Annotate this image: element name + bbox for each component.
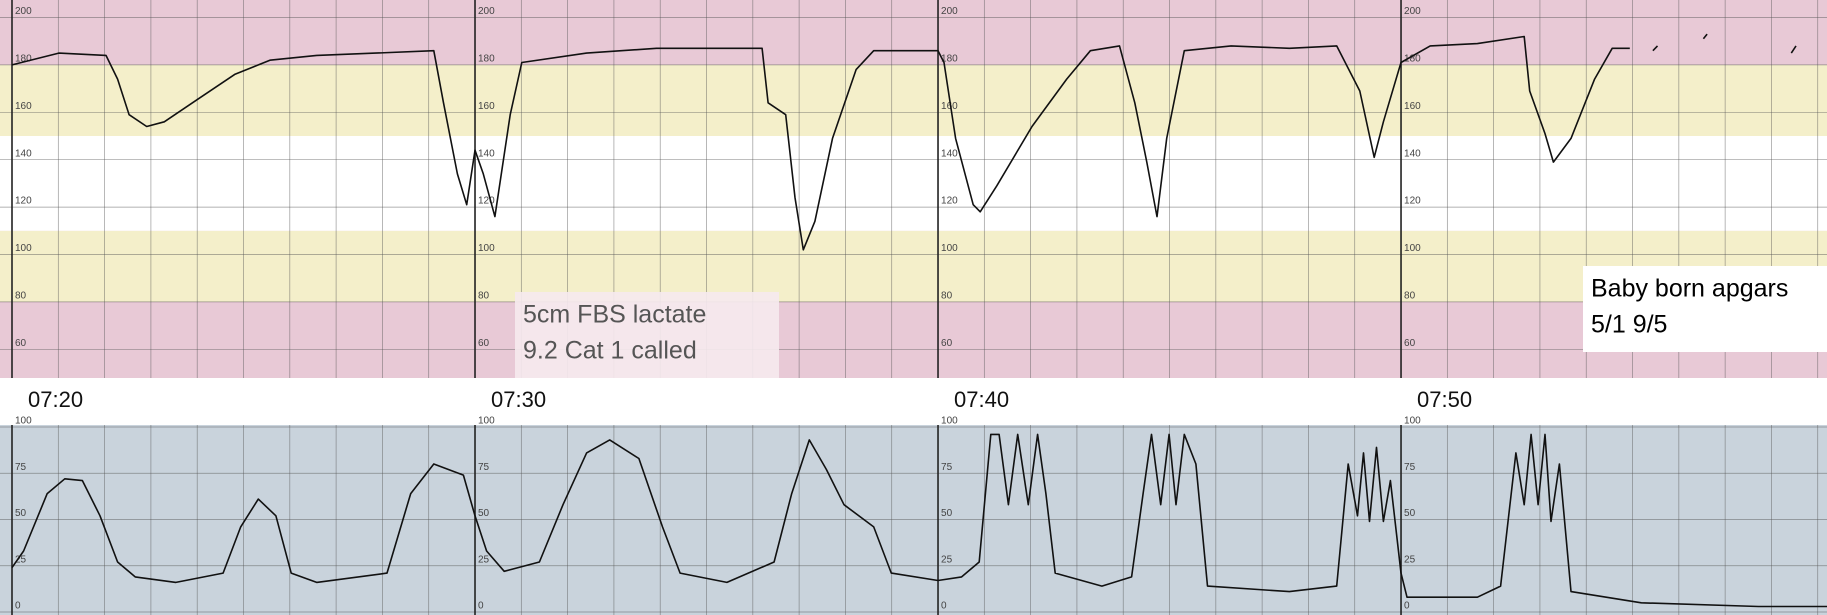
y-tick-label: 75 <box>941 462 953 473</box>
x-tick-label: 07:50 <box>1417 387 1472 412</box>
y-tick-label: 180 <box>478 54 495 65</box>
y-tick-label: 200 <box>941 6 958 17</box>
trace-line <box>11 33 1797 251</box>
y-tick-label: 120 <box>1404 196 1421 207</box>
y-tick-label: 120 <box>15 196 32 207</box>
y-tick-label: 80 <box>478 291 490 302</box>
y-tick-label: 140 <box>941 148 958 159</box>
y-tick-label: 140 <box>1404 148 1421 159</box>
y-tick-label: 50 <box>478 508 490 519</box>
y-tick-label: 0 <box>15 601 21 612</box>
y-tick-label: 200 <box>1404 6 1421 17</box>
x-tick-label: 07:30 <box>491 387 546 412</box>
y-tick-label: 80 <box>1404 291 1416 302</box>
y-tick-label: 100 <box>478 243 495 254</box>
trace-line <box>11 433 1827 608</box>
time-strip <box>0 378 1827 425</box>
y-tick-label: 60 <box>478 338 490 349</box>
y-tick-label: 100 <box>941 243 958 254</box>
annotation-text: 9.2 Cat 1 called <box>523 337 697 365</box>
y-tick-label: 0 <box>1404 601 1410 612</box>
annotation-box <box>1583 266 1827 352</box>
y-tick-label: 180 <box>15 54 32 65</box>
annotation-text: 5/1 9/5 <box>1591 311 1667 339</box>
y-tick-label: 50 <box>15 508 27 519</box>
y-tick-label: 100 <box>15 243 32 254</box>
y-tick-label: 60 <box>1404 338 1416 349</box>
y-tick-label: 100 <box>1404 243 1421 254</box>
y-tick-label: 160 <box>15 101 32 112</box>
x-tick-label: 07:40 <box>954 387 1009 412</box>
y-tick-label: 100 <box>1404 416 1421 427</box>
y-tick-label: 160 <box>478 101 495 112</box>
y-tick-label: 160 <box>1404 101 1421 112</box>
zone-band <box>0 230 1827 302</box>
zone-band <box>0 64 1827 136</box>
y-tick-label: 140 <box>15 148 32 159</box>
y-tick-label: 0 <box>941 601 947 612</box>
y-tick-label: 25 <box>1404 554 1416 565</box>
y-tick-label: 80 <box>941 291 953 302</box>
y-tick-label: 75 <box>1404 462 1416 473</box>
y-tick-label: 140 <box>478 148 495 159</box>
y-tick-label: 180 <box>941 54 958 65</box>
annotation-text: 5cm FBS lactate <box>523 301 706 329</box>
y-tick-label: 60 <box>15 338 27 349</box>
y-tick-label: 75 <box>478 462 490 473</box>
annotation-text: Baby born apgars <box>1591 275 1788 303</box>
y-tick-label: 200 <box>15 6 32 17</box>
y-tick-label: 100 <box>941 416 958 427</box>
y-tick-label: 60 <box>941 338 953 349</box>
y-tick-label: 75 <box>15 462 27 473</box>
y-tick-label: 120 <box>941 196 958 207</box>
y-tick-label: 25 <box>478 554 490 565</box>
y-tick-label: 180 <box>1404 54 1421 65</box>
y-tick-label: 100 <box>15 416 32 427</box>
y-tick-label: 50 <box>1404 508 1416 519</box>
y-tick-label: 0 <box>478 601 484 612</box>
y-tick-label: 50 <box>941 508 953 519</box>
zone-band <box>0 136 1827 231</box>
y-tick-label: 25 <box>15 554 27 565</box>
x-tick-label: 07:20 <box>28 387 83 412</box>
y-tick-label: 200 <box>478 6 495 17</box>
annotation-box <box>515 292 779 378</box>
y-tick-label: 160 <box>941 101 958 112</box>
y-tick-label: 25 <box>941 554 953 565</box>
panel-background <box>0 425 1827 615</box>
y-tick-label: 100 <box>478 416 495 427</box>
y-tick-label: 120 <box>478 196 495 207</box>
y-tick-label: 80 <box>15 291 27 302</box>
